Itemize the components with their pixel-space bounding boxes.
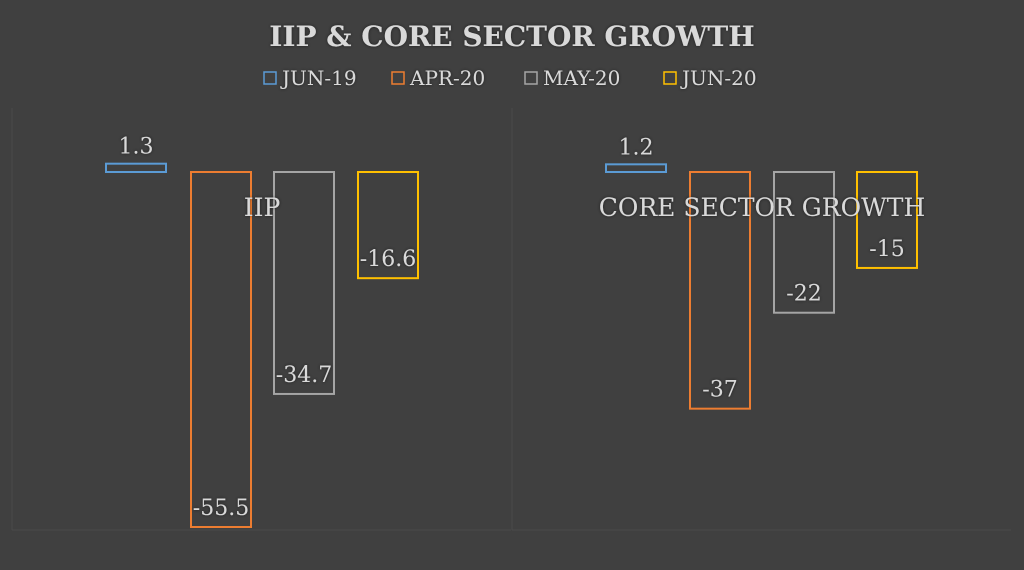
legend-item-apr-20: APR-20 <box>391 66 485 90</box>
legend-label: JUN-20 <box>680 66 757 90</box>
data-label-iip-jun-19: 1.3 <box>119 135 154 160</box>
legend-swatch <box>391 71 405 85</box>
legend-item-jun-19: JUN-19 <box>263 66 357 90</box>
legend-swatch <box>263 71 277 85</box>
legend-swatch <box>663 71 677 85</box>
legend-swatch <box>524 71 538 85</box>
bar-core-sector-growth-jun-19 <box>605 163 667 174</box>
legend-label: JUN-19 <box>280 66 357 90</box>
legend-item-may-20: MAY-20 <box>524 66 620 90</box>
bar-iip-jun-19 <box>105 162 167 173</box>
data-label-iip-may-20: -34.7 <box>276 363 332 388</box>
bar-core-sector-growth-may-20 <box>773 171 835 314</box>
data-label-iip-apr-20: -55.5 <box>193 496 249 521</box>
category-label-core-sector-growth: CORE SECTOR GROWTH <box>599 193 926 222</box>
panel-core-sector-growth: 1.2 -37 -22 -15 CORE SECTOR GROWTH <box>511 108 1011 531</box>
data-label-core-sector-growth-may-20: -22 <box>786 282 821 307</box>
data-label-core-sector-growth-apr-20: -37 <box>702 378 737 403</box>
legend: JUN-19 APR-20 MAY-20 JUN-20 <box>263 66 757 90</box>
bar-iip-may-20 <box>273 171 335 395</box>
data-label-iip-jun-20: -16.6 <box>360 247 416 272</box>
bar-core-sector-growth-jun-20 <box>856 171 918 269</box>
plot-area: 1.3 -55.5 -34.7 -16.6 IIP 1.2 -37 -22 -15 CORE SE… <box>11 108 1011 531</box>
bar-core-sector-growth-apr-20 <box>689 171 751 410</box>
legend-item-jun-20: JUN-20 <box>663 66 757 90</box>
bar-iip-jun-20 <box>357 171 419 280</box>
chart-title: IIP & CORE SECTOR GROWTH <box>269 20 754 53</box>
panel-iip: 1.3 -55.5 -34.7 -16.6 IIP <box>11 108 511 531</box>
legend-label: APR-20 <box>409 66 485 90</box>
data-label-core-sector-growth-jun-19: 1.2 <box>619 135 654 160</box>
legend-label: MAY-20 <box>543 66 620 90</box>
category-label-iip: IIP <box>244 193 281 222</box>
bar-iip-apr-20 <box>190 171 252 528</box>
data-label-core-sector-growth-jun-20: -15 <box>869 237 904 262</box>
